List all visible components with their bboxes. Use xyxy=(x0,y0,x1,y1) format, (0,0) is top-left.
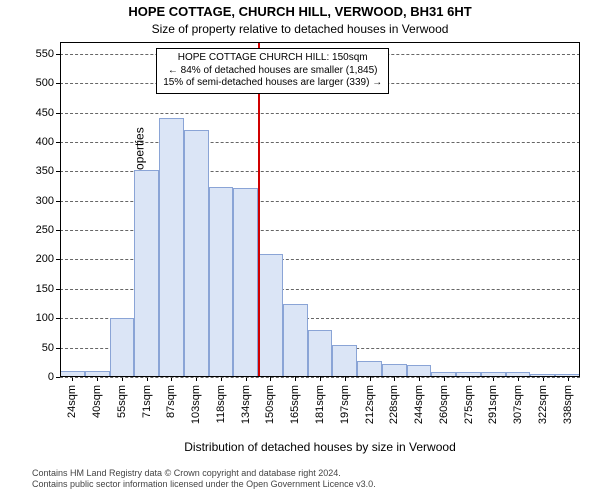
xtick-label: 55sqm xyxy=(116,385,128,418)
histogram-bar xyxy=(134,170,159,377)
histogram-bar xyxy=(60,371,85,377)
gridline xyxy=(60,142,580,143)
xtick-label: 118sqm xyxy=(215,385,227,423)
xtick-label: 165sqm xyxy=(289,385,301,424)
histogram-bar xyxy=(184,130,209,377)
histogram-bar xyxy=(209,187,234,377)
ytick-label: 150 xyxy=(36,283,54,295)
histogram-bar xyxy=(85,371,110,377)
xtick-label: 275sqm xyxy=(463,385,475,424)
histogram-bar xyxy=(382,364,407,377)
histogram-bar xyxy=(233,188,258,377)
histogram-bar xyxy=(555,374,580,377)
ytick-label: 500 xyxy=(36,77,54,89)
annotation-line: HOPE COTTAGE CHURCH HILL: 150sqm xyxy=(163,52,382,65)
histogram-bar xyxy=(481,372,506,377)
xtick-label: 87sqm xyxy=(165,385,177,418)
gridline xyxy=(60,113,580,114)
xtick-label: 212sqm xyxy=(364,385,376,424)
xtick-label: 71sqm xyxy=(141,385,153,418)
histogram-bar xyxy=(110,318,135,377)
histogram-bar xyxy=(431,372,456,377)
chart-title: HOPE COTTAGE, CHURCH HILL, VERWOOD, BH31… xyxy=(0,4,600,19)
xtick-label: 322sqm xyxy=(537,385,549,424)
annotation-line: ← 84% of detached houses are smaller (1,… xyxy=(163,65,382,78)
gridline xyxy=(60,377,580,378)
histogram-bar xyxy=(332,345,357,377)
ytick-label: 350 xyxy=(36,165,54,177)
histogram-bar xyxy=(308,330,333,377)
xtick-label: 134sqm xyxy=(240,385,252,424)
xtick-label: 228sqm xyxy=(388,385,400,424)
attribution-line: Contains HM Land Registry data © Crown c… xyxy=(32,468,376,479)
ytick-label: 200 xyxy=(36,253,54,265)
xtick-label: 291sqm xyxy=(487,385,499,424)
histogram-bar xyxy=(159,118,184,377)
xtick-label: 150sqm xyxy=(264,385,276,424)
chart-subtitle: Size of property relative to detached ho… xyxy=(0,22,600,36)
histogram-bar xyxy=(258,254,283,377)
ytick-label: 400 xyxy=(36,136,54,148)
xtick-label: 40sqm xyxy=(91,385,103,418)
xtick-label: 181sqm xyxy=(314,385,326,424)
xtick-label: 197sqm xyxy=(339,385,351,424)
ytick-label: 50 xyxy=(42,342,54,354)
histogram-bar xyxy=(530,374,555,377)
ytick-label: 250 xyxy=(36,224,54,236)
xtick-label: 103sqm xyxy=(190,385,202,424)
figure: HOPE COTTAGE, CHURCH HILL, VERWOOD, BH31… xyxy=(0,0,600,500)
histogram-bar xyxy=(407,365,432,377)
xtick-label: 244sqm xyxy=(413,385,425,424)
xtick-label: 338sqm xyxy=(562,385,574,424)
attribution-text: Contains HM Land Registry data © Crown c… xyxy=(32,468,376,490)
ytick-label: 100 xyxy=(36,312,54,324)
annotation-box: HOPE COTTAGE CHURCH HILL: 150sqm← 84% of… xyxy=(156,48,389,94)
histogram-bar xyxy=(506,372,531,377)
ytick-label: 550 xyxy=(36,48,54,60)
xtick-label: 260sqm xyxy=(438,385,450,424)
x-axis-label: Distribution of detached houses by size … xyxy=(60,440,580,454)
histogram-bar xyxy=(456,372,481,377)
xtick-label: 307sqm xyxy=(512,385,524,424)
xtick-label: 24sqm xyxy=(66,385,78,418)
annotation-line: 15% of semi-detached houses are larger (… xyxy=(163,77,382,90)
attribution-line: Contains public sector information licen… xyxy=(32,479,376,490)
ytick-label: 450 xyxy=(36,107,54,119)
ytick-label: 300 xyxy=(36,195,54,207)
ytick-label: 0 xyxy=(48,371,54,383)
histogram-bar xyxy=(283,304,308,377)
histogram-bar xyxy=(357,361,382,377)
